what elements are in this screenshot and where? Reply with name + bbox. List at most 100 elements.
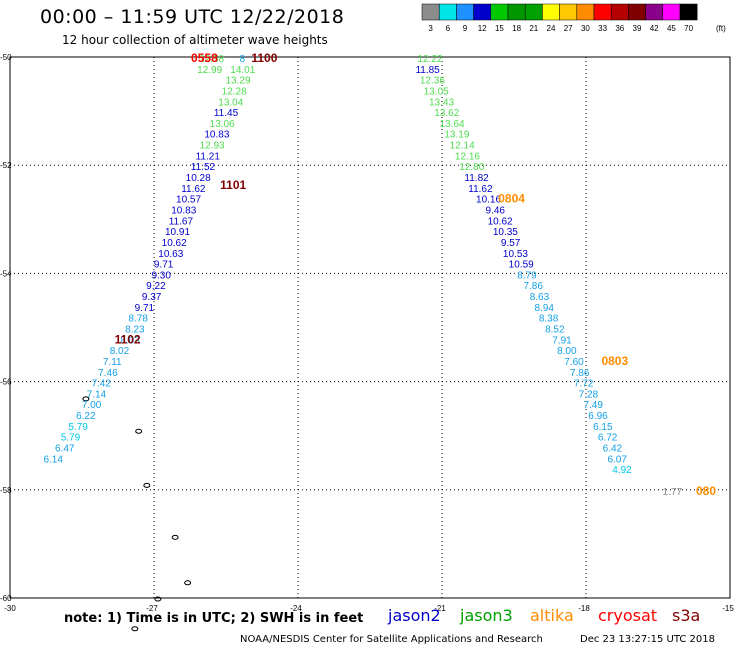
swh-value: 13.04 — [218, 97, 243, 108]
y-tick-label: -54 — [0, 269, 12, 278]
colorbar-label: 70 — [684, 24, 693, 33]
swh-value: 9.30 — [151, 270, 171, 281]
y-tick-label: -56 — [0, 378, 12, 387]
sat-cryosat: cryosat — [598, 606, 658, 625]
swh-value: 9.71 — [135, 303, 155, 314]
swh-value: 9.46 — [486, 205, 506, 216]
swh-value: 10.57 — [176, 195, 201, 206]
colorbar-swatch — [662, 3, 681, 21]
swh-value: 7.11 — [103, 357, 122, 368]
sat-jason2: jason2 — [388, 606, 441, 625]
swh-value: 6.72 — [598, 433, 618, 444]
swh-value: 6.22 — [76, 411, 96, 422]
pass-time-label: 0558 — [191, 51, 218, 65]
colorbar-swatch — [456, 3, 474, 21]
swh-value: 7.46 — [98, 368, 118, 379]
colorbar-swatch — [559, 3, 578, 21]
swh-value: 7.72 — [574, 379, 594, 390]
swh-value: 11.82 — [464, 173, 489, 184]
swh-value: 7.14 — [87, 389, 107, 400]
colorbar-swatch — [645, 3, 664, 21]
swh-value: 8.38 — [539, 314, 559, 325]
island-outline — [131, 626, 139, 632]
swh-value: 11.21 — [196, 151, 221, 162]
swh-value: 12.28 — [222, 86, 247, 97]
swh-value: 5.79 — [68, 422, 88, 433]
colorbar-swatch — [679, 3, 698, 21]
swh-value: 7.86 — [570, 368, 590, 379]
swh-value: 13.19 — [444, 130, 469, 141]
swh-value: 13.62 — [434, 108, 459, 119]
swh-value: 10.83 — [171, 205, 196, 216]
colorbar-label: 9 — [463, 24, 468, 33]
pass-time-label: 1102 — [115, 332, 141, 346]
swh-value: 7.86 — [523, 281, 543, 292]
swh-value: 11.52 — [191, 162, 216, 173]
swh-value: 7.42 — [91, 379, 111, 390]
swh-value: 11.62 — [468, 184, 493, 195]
swh-value: 10.28 — [186, 173, 211, 184]
swh-value: 10.63 — [158, 249, 183, 260]
swh-labels: 12.5812.99814.0113.2912.2813.0411.4513.0… — [43, 51, 716, 498]
pass-time-label: 0803 — [601, 354, 628, 368]
swh-value: 7.28 — [579, 389, 599, 400]
colorbar-unit-label: (ft) — [716, 24, 726, 33]
swh-value: 8.63 — [530, 292, 550, 303]
swh-value: 12.93 — [200, 141, 225, 152]
swh-value: 10.83 — [204, 130, 229, 141]
x-tick-label: -18 — [578, 604, 590, 613]
y-tick-label: -50 — [0, 53, 12, 62]
swh-value: 11.67 — [169, 216, 194, 227]
y-tick-label: -52 — [0, 161, 12, 170]
swh-value: 8.78 — [128, 314, 148, 325]
colorbar-swatch — [490, 3, 509, 21]
colorbar-label: 15 — [495, 24, 504, 33]
swh-value: 8 — [240, 54, 246, 65]
swh-value: 5.79 — [61, 433, 81, 444]
swh-value: 12.99 — [197, 65, 222, 76]
swh-value: 6.15 — [593, 422, 613, 433]
swh-value: 13.43 — [429, 97, 454, 108]
colorbar-label: 24 — [547, 24, 556, 33]
swh-value: 8.02 — [110, 346, 130, 357]
swh-value: 12.36 — [420, 76, 445, 87]
y-tick-label: -58 — [0, 486, 12, 495]
x-tick-label: -27 — [146, 604, 158, 613]
swh-value: 12.14 — [450, 141, 475, 152]
colorbar-swatch — [542, 3, 560, 21]
island-outline — [184, 580, 192, 586]
swh-value: 1.77 — [663, 487, 683, 498]
swh-value: 10.16 — [476, 195, 501, 206]
x-tick-label: -30 — [4, 604, 16, 613]
footnote: note: 1) Time is in UTC; 2) SWH is in fe… — [64, 611, 364, 626]
colorbar-label: 18 — [512, 24, 521, 33]
swh-value: 10.91 — [165, 227, 190, 238]
colorbar-legend: 3 6 9 12 15 18 21 24 27 30 33 36 39 42 45 70 (ft) — [421, 3, 726, 33]
swh-value: 9.22 — [146, 281, 166, 292]
swh-value: 13.64 — [440, 119, 465, 130]
colorbar-swatch — [473, 3, 492, 21]
sat-jason3: jason3 — [460, 606, 513, 625]
island-outline — [135, 428, 143, 434]
colorbar-label: 3 — [428, 24, 433, 33]
colorbar-label: 45 — [667, 24, 676, 33]
colorbar-swatch — [524, 3, 543, 21]
island-outline — [171, 534, 179, 540]
pass-time-label: 1100 — [251, 51, 277, 65]
page-title: 00:00 – 11:59 UTC 12/22/2018 — [40, 6, 345, 28]
swh-value: 13.06 — [210, 119, 235, 130]
swh-value: 8.52 — [545, 325, 565, 336]
swh-value: 13.29 — [225, 76, 250, 87]
island-outline — [154, 596, 162, 602]
swh-value: 8.23 — [125, 325, 145, 336]
colorbar-swatch — [438, 3, 457, 21]
island-outlines — [82, 396, 192, 632]
colorbar-label: 12 — [478, 24, 487, 33]
plot-border — [9, 56, 731, 599]
swh-value: 12.58 — [199, 54, 224, 65]
swh-value: 6.14 — [43, 454, 63, 465]
x-tick-label: -15 — [722, 604, 734, 613]
pass-time-label: 1101 — [220, 178, 246, 192]
axis-ticks: -30 -27 -24 -21 -18 -15 -50 -52 -54 -56 -58 -60 — [0, 53, 734, 613]
sat-s3a: s3a — [672, 606, 701, 625]
